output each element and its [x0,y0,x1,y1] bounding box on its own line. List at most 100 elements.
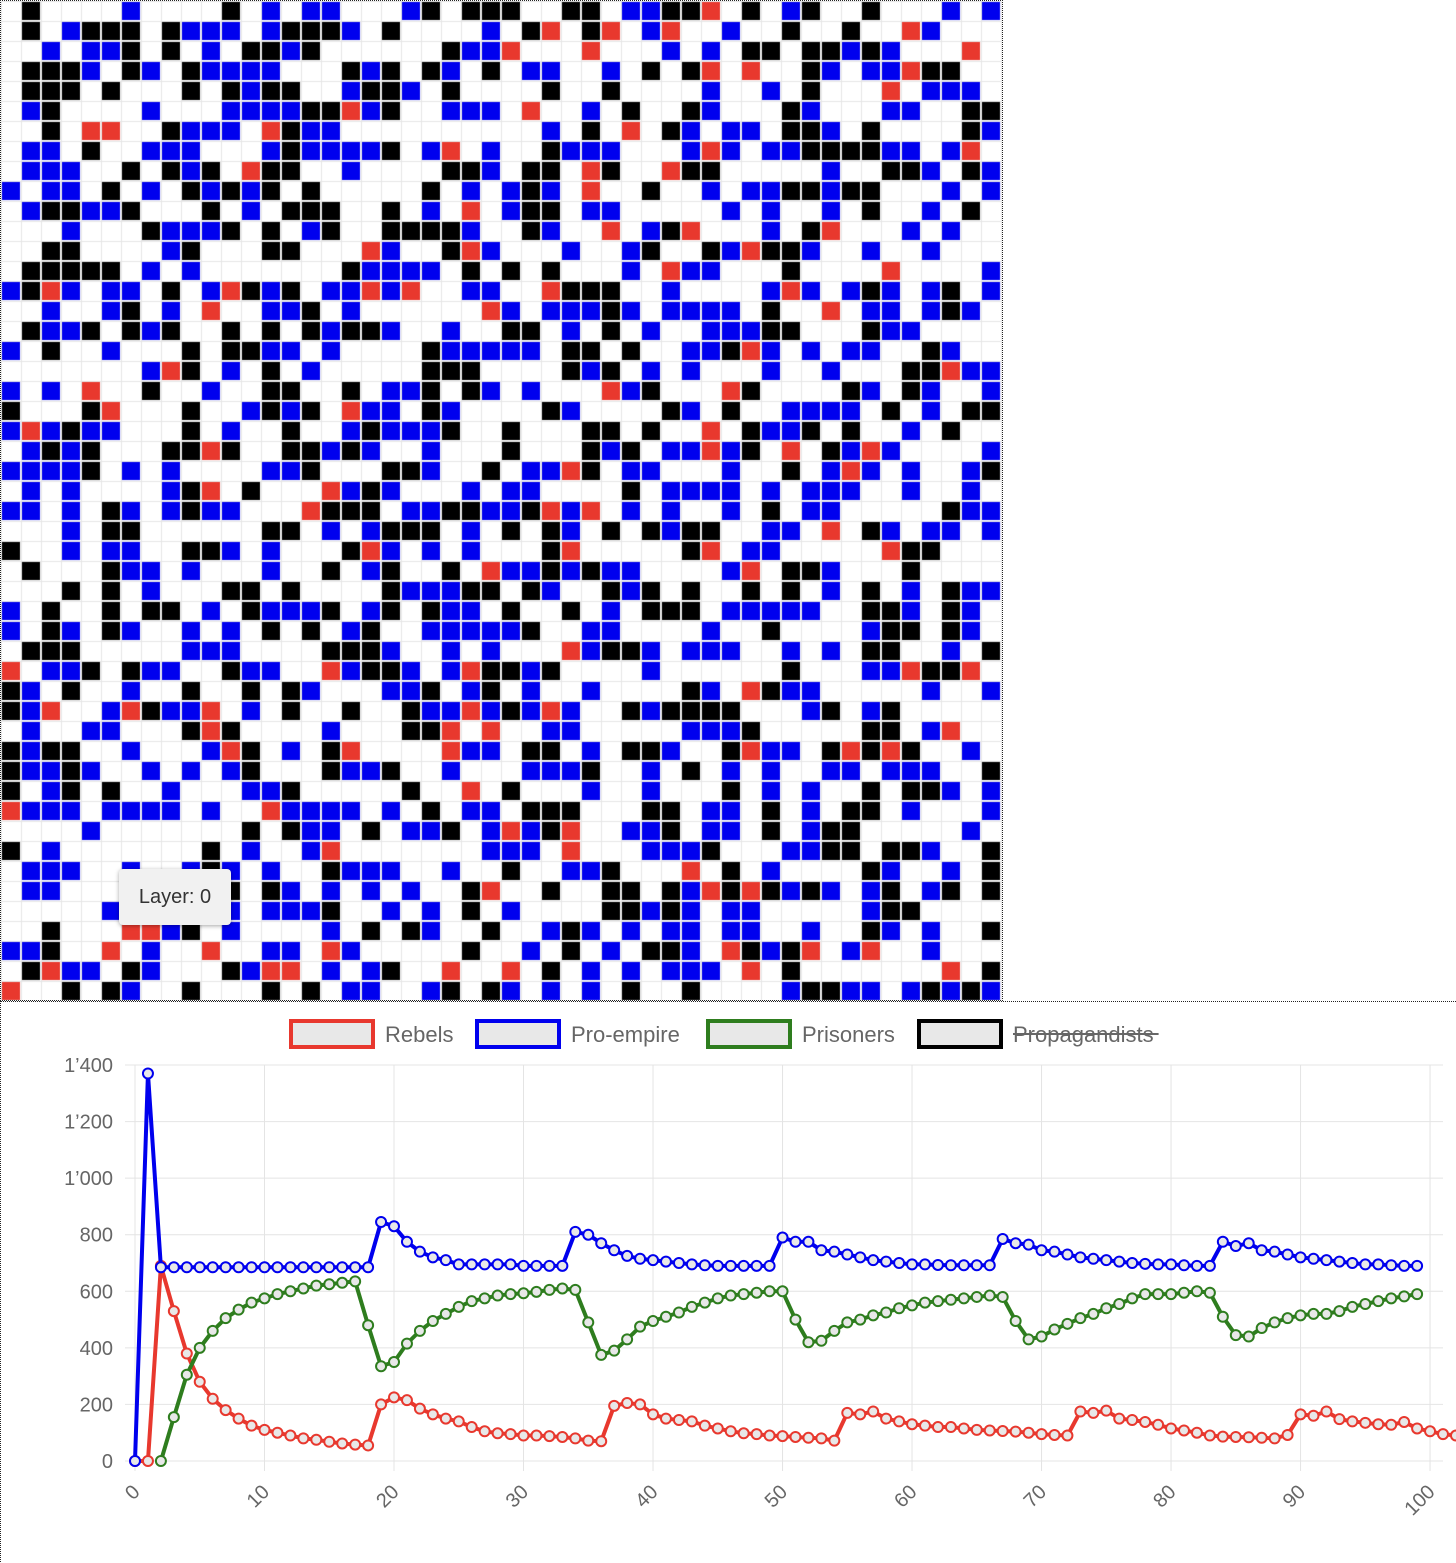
data-point [1398,1415,1411,1428]
data-point [996,1425,1009,1438]
data-point [582,1316,595,1329]
data-point [815,1244,828,1257]
data-point [491,1289,504,1302]
data-point [763,1259,776,1272]
legend-swatch [289,1019,375,1049]
data-point [1087,1252,1100,1265]
data-point [698,1259,711,1272]
data-point [426,1408,439,1421]
data-point [893,1302,906,1315]
data-point [944,1259,957,1272]
data-point [349,1261,362,1274]
data-point [906,1418,919,1431]
series-line [133,1071,1418,1462]
simulation-grid-canvas[interactable] [1,1,1002,1000]
data-point [232,1412,245,1425]
data-point [1437,1428,1449,1441]
data-point [1139,1288,1152,1301]
data-point [996,1290,1009,1303]
y-tick-label: 800 [80,1225,113,1247]
data-point [880,1412,893,1425]
data-point [375,1398,388,1411]
data-point [672,1413,685,1426]
data-point [452,1415,465,1428]
data-point [1165,1422,1178,1435]
data-point [1424,1425,1437,1438]
data-point [1074,1251,1087,1264]
data-point [517,1287,530,1300]
data-point [763,1285,776,1298]
data-point [1022,1426,1035,1439]
data-point [1074,1312,1087,1325]
data-point [439,1412,452,1425]
data-point [957,1259,970,1272]
data-point [1165,1288,1178,1301]
simulation-grid-panel[interactable]: Layer: 0 [0,0,1003,1001]
data-point [297,1432,310,1445]
data-point [1320,1254,1333,1267]
data-point [1307,1252,1320,1265]
data-point [957,1422,970,1435]
data-point [439,1254,452,1267]
data-point [983,1259,996,1272]
data-point [1203,1286,1216,1299]
data-point [1048,1323,1061,1336]
data-point [271,1426,284,1439]
data-point [1385,1418,1398,1431]
y-tick-label: 1’000 [64,1168,113,1190]
data-point [1255,1431,1268,1444]
data-point [388,1391,401,1404]
data-point [1359,1298,1372,1311]
data-point [258,1292,271,1305]
data-point [1372,1418,1385,1431]
x-tick-label: 60 [890,1481,921,1512]
data-point [1009,1425,1022,1438]
data-point [698,1296,711,1309]
x-tick-label: 40 [631,1481,662,1512]
data-point [1320,1307,1333,1320]
data-point [970,1259,983,1272]
data-point [867,1405,880,1418]
data-point [297,1282,310,1295]
data-point [1359,1416,1372,1429]
data-point [1372,1258,1385,1271]
data-point [362,1439,375,1452]
data-point [478,1292,491,1305]
data-point [129,1455,141,1467]
data-point [1216,1310,1229,1323]
data-point [776,1285,789,1298]
data-point [970,1290,983,1303]
legend-label: Rebels [385,1022,453,1047]
data-point [880,1306,893,1319]
data-point [569,1432,582,1445]
data-point [750,1259,763,1272]
data-point [802,1336,815,1349]
data-point [1346,1415,1359,1428]
data-point [375,1215,388,1228]
data-point [1346,1257,1359,1269]
data-point [517,1429,530,1442]
data-point [193,1261,206,1274]
data-point [1333,1255,1346,1268]
data-point [452,1258,465,1271]
data-point [569,1225,582,1238]
y-tick-label: 0 [102,1451,113,1473]
data-point [608,1344,621,1357]
data-point [1229,1430,1242,1443]
data-point [802,1235,815,1248]
data-point [154,1455,167,1467]
data-point [1385,1259,1398,1272]
data-point [284,1261,297,1274]
data-point [672,1257,685,1269]
data-point [1009,1237,1022,1250]
data-point [465,1258,478,1271]
data-point [1177,1259,1190,1272]
data-point [219,1261,232,1274]
data-point [219,1312,232,1325]
data-point [167,1411,180,1424]
data-point [336,1261,349,1274]
data-point [1126,1292,1139,1305]
data-point [400,1235,413,1248]
data-point [918,1296,931,1309]
data-point [1126,1413,1139,1426]
